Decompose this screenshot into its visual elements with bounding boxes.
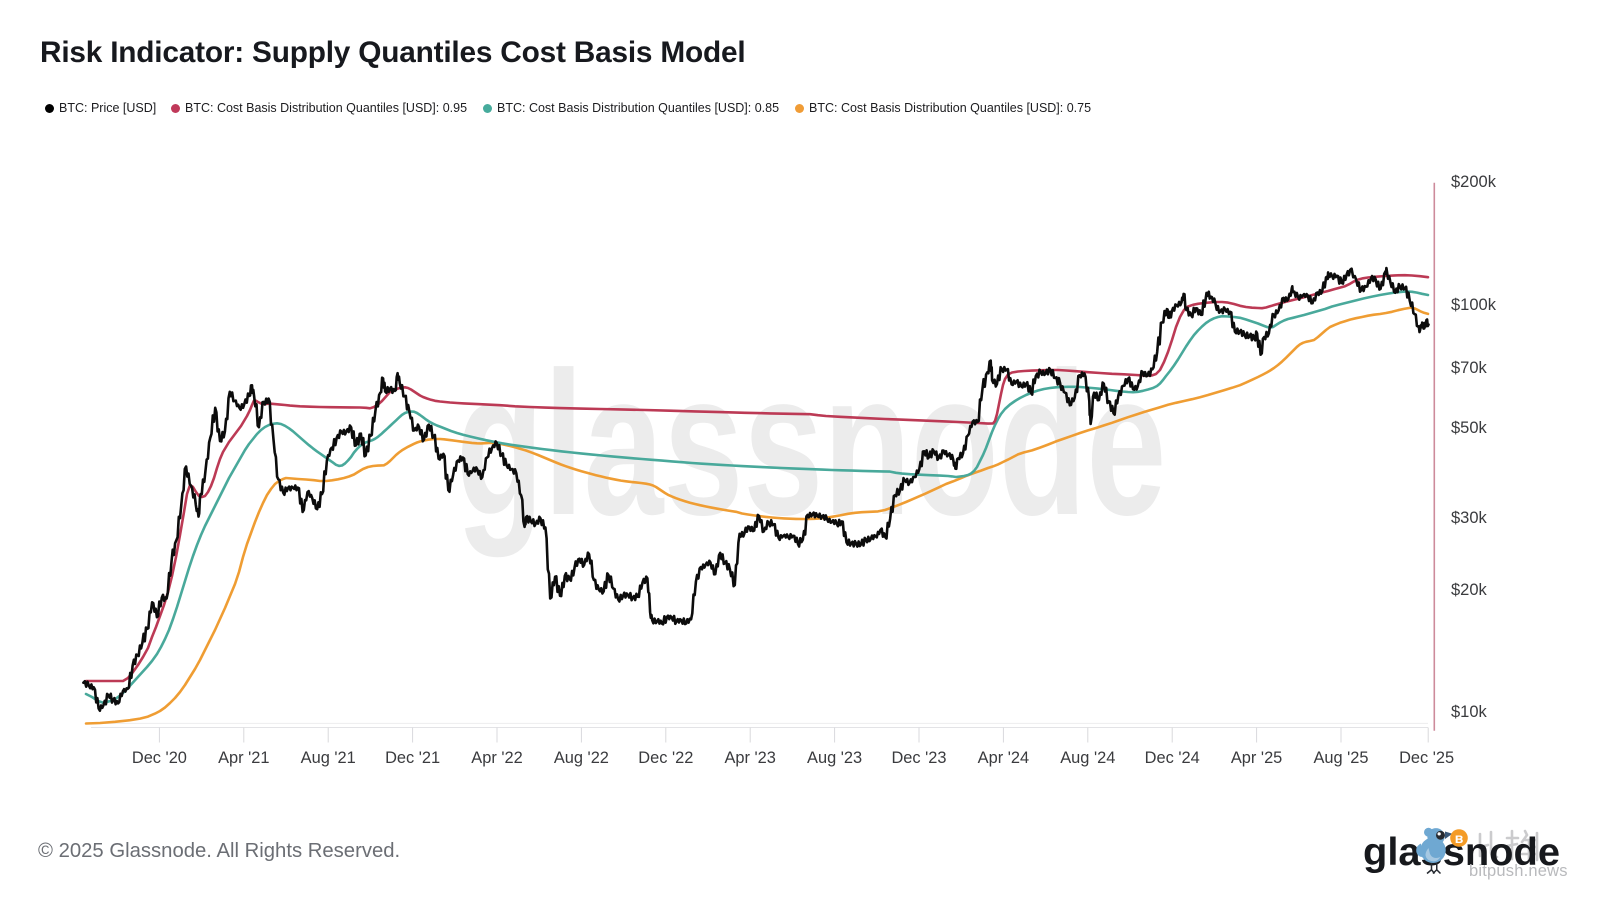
svg-text:glassnode: glassnode [456, 330, 1166, 558]
svg-text:bitpush.news: bitpush.news [1469, 862, 1568, 880]
svg-text:ʙ: ʙ [1455, 830, 1464, 846]
